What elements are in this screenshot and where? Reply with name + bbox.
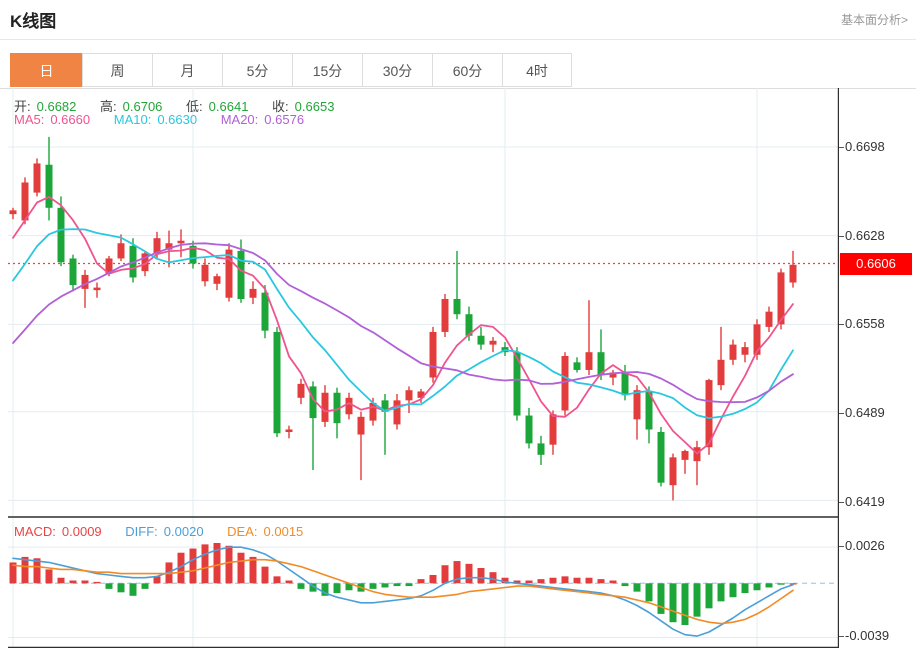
tick — [839, 324, 844, 325]
tab-4hour[interactable]: 4时 — [502, 53, 572, 87]
chart-svg — [8, 88, 840, 649]
axis-label-4: 0.6489 — [845, 405, 885, 420]
tab-60min[interactable]: 60分 — [432, 53, 502, 87]
kline-chart[interactable] — [8, 88, 840, 649]
fundamental-analysis-link[interactable]: 基本面分析> — [840, 13, 908, 27]
tab-day[interactable]: 日 — [10, 53, 82, 87]
macd-axis-label-1: 0.0026 — [845, 538, 885, 553]
tick — [839, 147, 844, 148]
header-divider — [0, 39, 916, 40]
page-title: K线图 — [10, 12, 57, 31]
tick — [839, 636, 844, 637]
tab-week[interactable]: 周 — [82, 53, 152, 87]
axis-label-3: 0.6558 — [845, 316, 885, 331]
period-tabbar: 日 周 月 5分 15分 30分 60分 4时 — [0, 53, 916, 89]
axis-label-1: 0.6698 — [845, 139, 885, 154]
tick — [839, 413, 844, 414]
tab-15min[interactable]: 15分 — [292, 53, 362, 87]
tab-30min[interactable]: 30分 — [362, 53, 432, 87]
tab-5min[interactable]: 5分 — [222, 53, 292, 87]
tick — [839, 502, 844, 503]
macd-axis-label-2: -0.0039 — [845, 628, 890, 643]
axis-label-2: 0.6628 — [845, 228, 885, 243]
tick — [839, 236, 844, 237]
tab-month[interactable]: 月 — [152, 53, 222, 87]
current-price-flag: 0.6606 — [840, 253, 912, 275]
axis-label-5: 0.6419 — [845, 494, 885, 509]
tick — [839, 546, 844, 547]
